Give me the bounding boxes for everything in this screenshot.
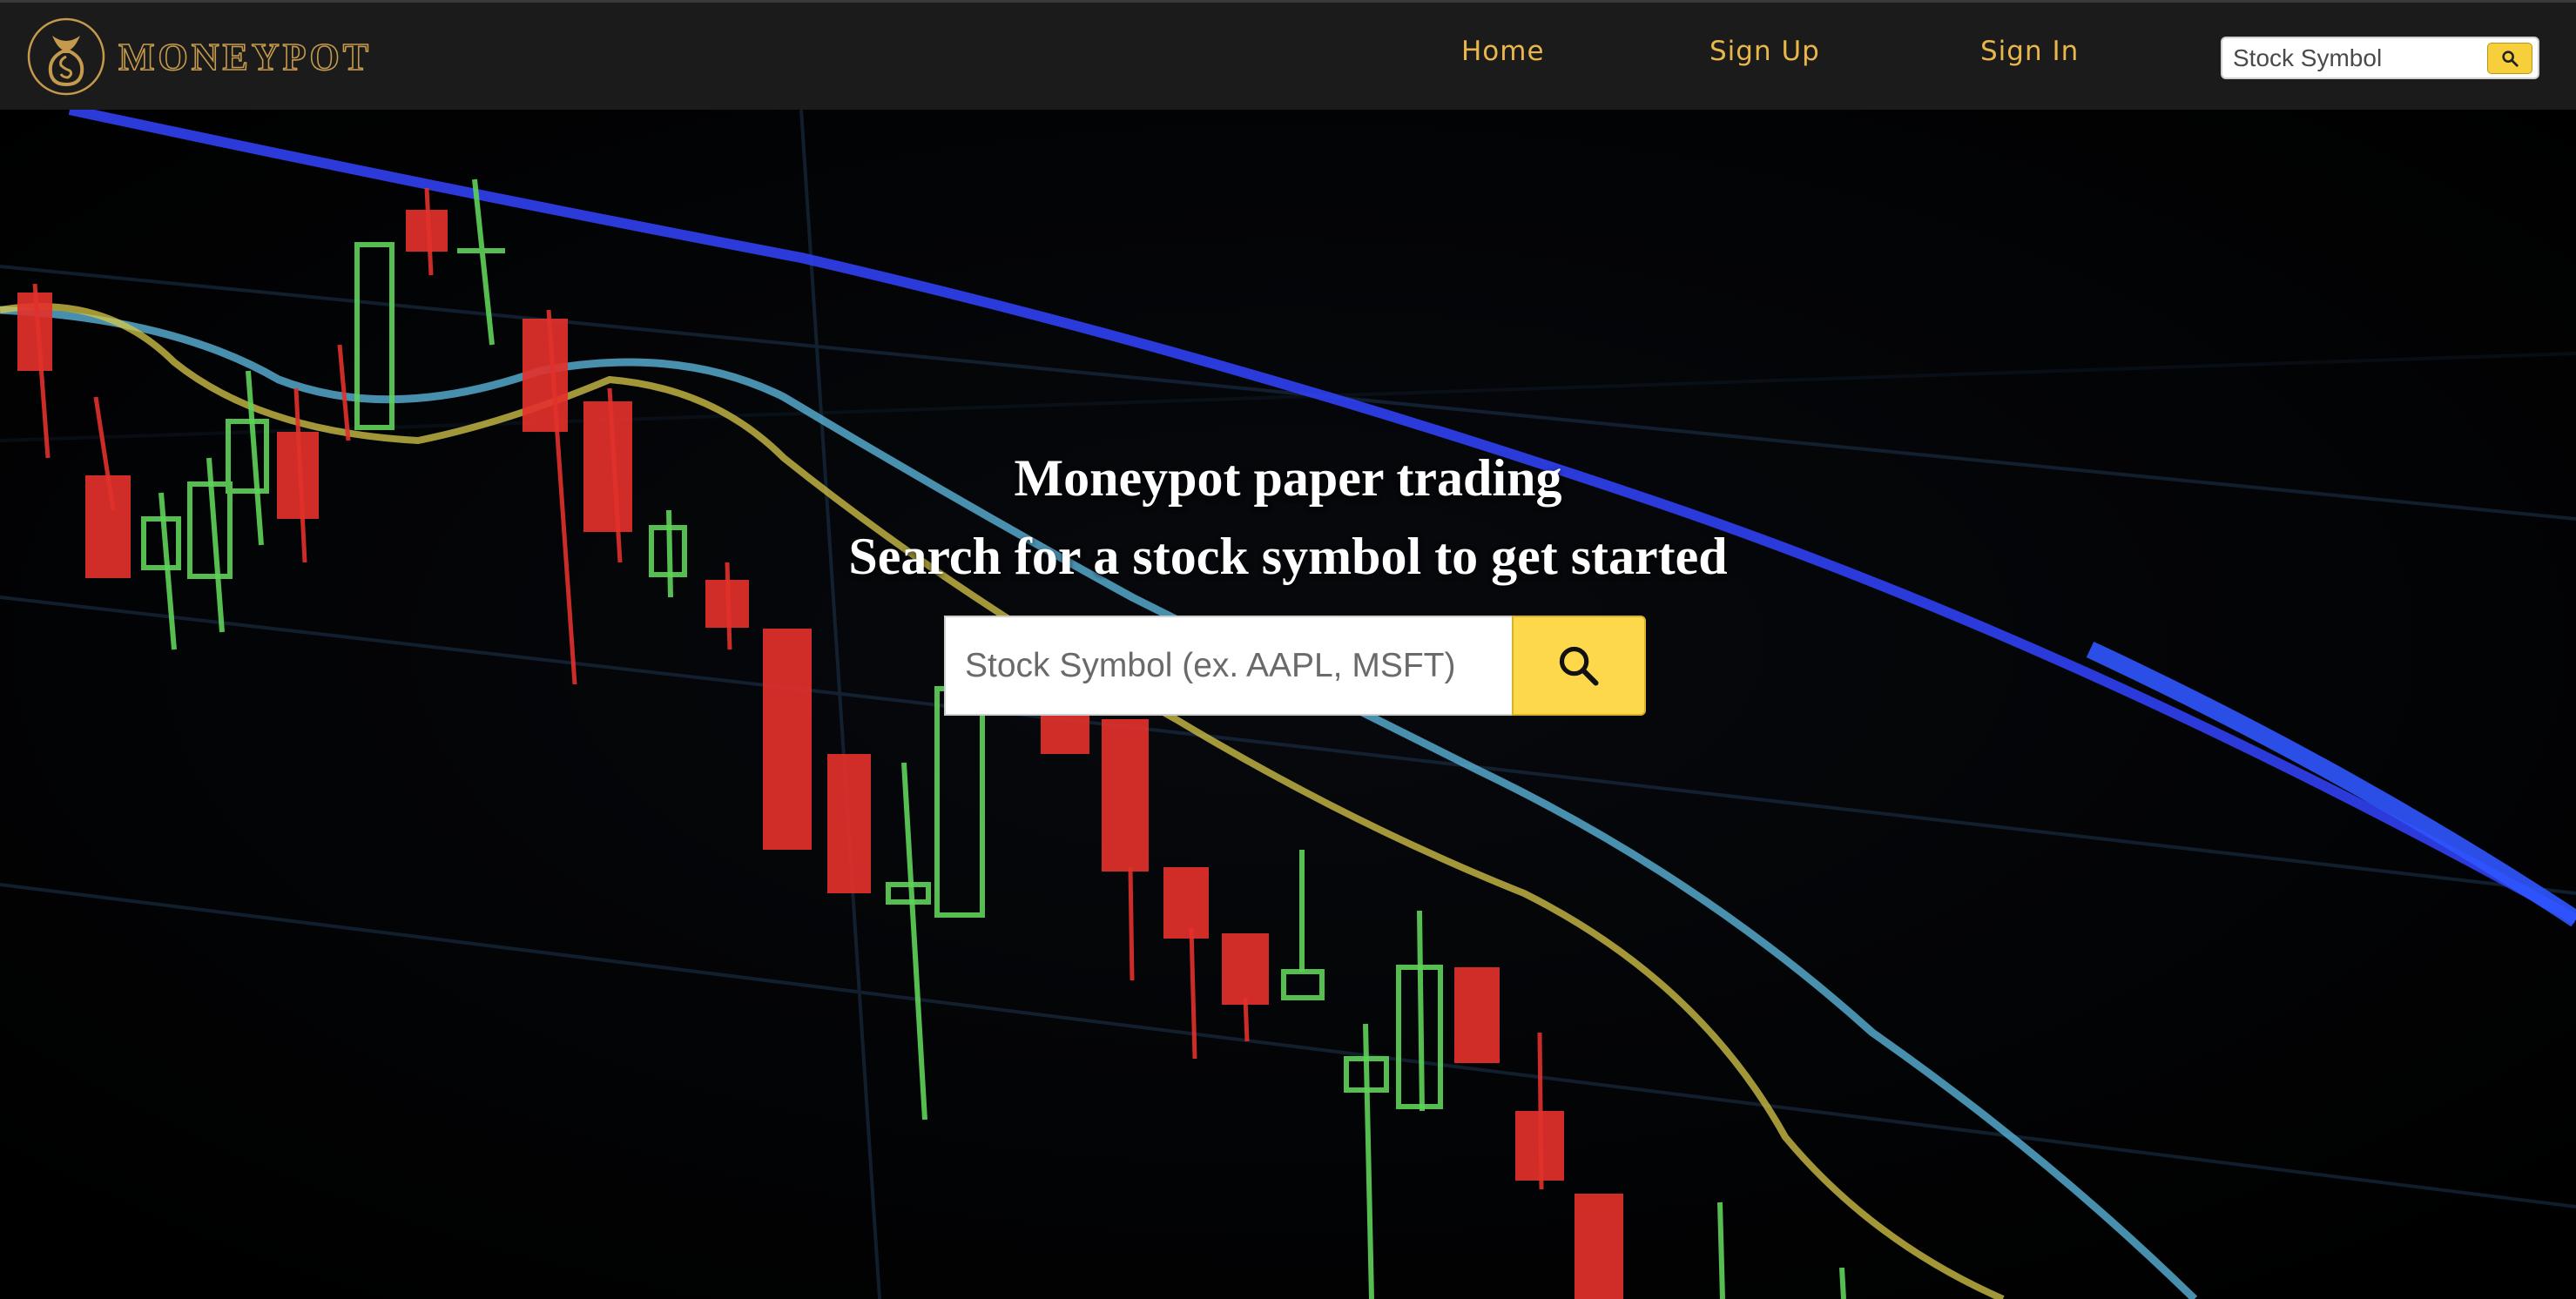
nav-link-sign-in[interactable]: Sign In [1980,36,2080,67]
hero-title: Moneypot paper trading [1014,449,1562,507]
hero-search-input[interactable] [944,616,1512,716]
brand[interactable]: MONEYPOT [26,15,372,98]
navbar: MONEYPOT Home Sign Up Sign In [0,0,2576,110]
moneybag-logo-icon [27,17,105,96]
nav-search-box [2221,37,2539,79]
search-icon [2502,50,2519,67]
nav-link-sign-up[interactable]: Sign Up [1709,36,1820,67]
hero-search-button[interactable] [1512,616,1646,716]
hero-search-box [944,616,1646,716]
hero-subtitle: Search for a stock symbol to get started [848,528,1728,585]
brand-name: MONEYPOT [118,35,373,79]
search-icon [1559,646,1599,686]
nav-search-button[interactable] [2487,43,2532,74]
nav-link-home[interactable]: Home [1461,36,1545,67]
nav-search-input[interactable] [2222,38,2484,77]
